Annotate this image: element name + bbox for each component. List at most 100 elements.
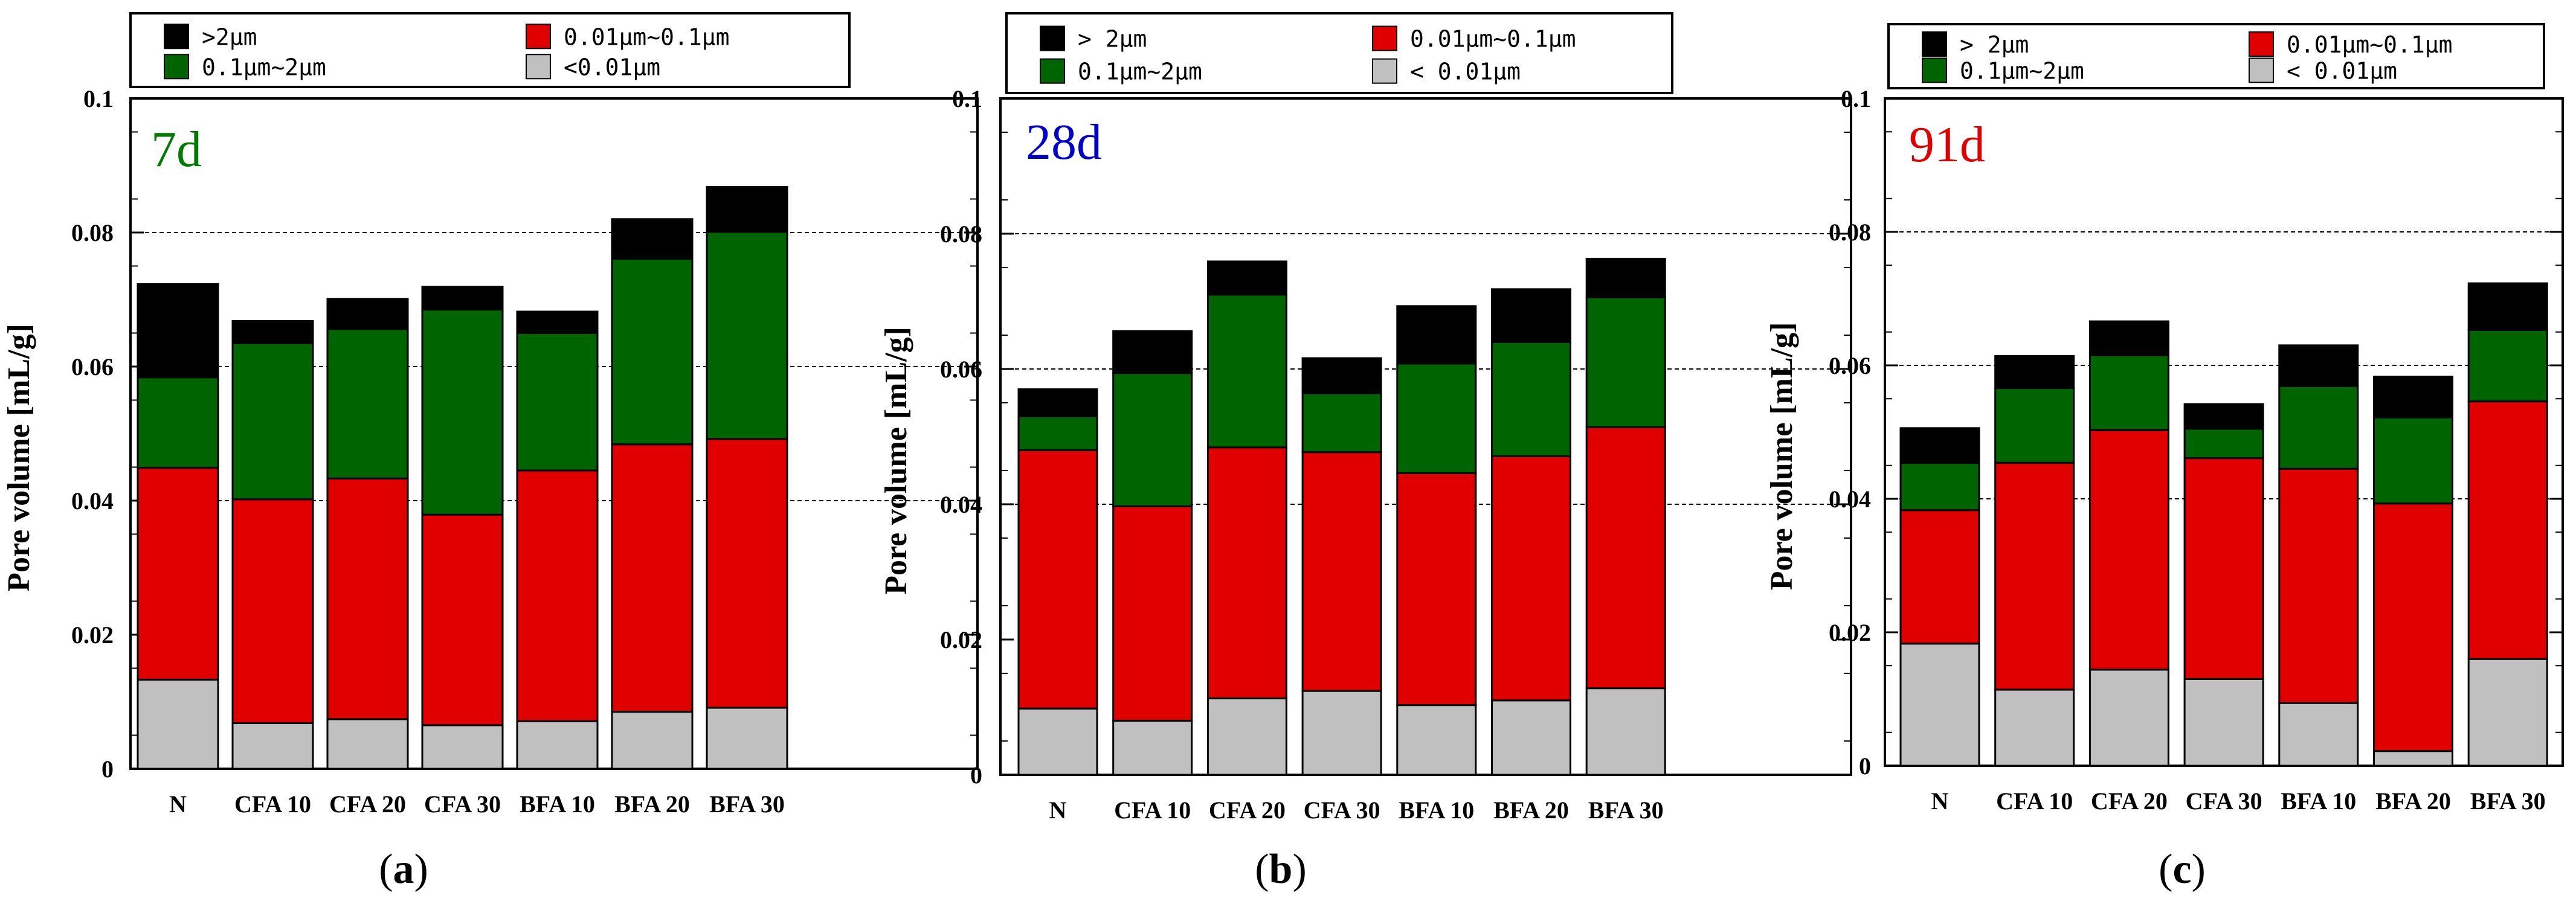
legend-box <box>129 12 851 88</box>
legend-label: >2μm <box>202 24 257 50</box>
bar-segment <box>1491 341 1571 457</box>
x-tick-label: BFA 30 <box>709 791 785 818</box>
bar-segment <box>1301 357 1382 394</box>
bar-segment <box>2373 416 2453 505</box>
bar-segment <box>1585 426 1666 690</box>
bar-segment <box>1396 704 1477 776</box>
bar-segment <box>706 231 788 440</box>
bar-segment <box>1994 387 2075 464</box>
bar-segment <box>326 477 409 720</box>
bar-segment <box>1017 388 1098 417</box>
bar-segment <box>2373 376 2453 419</box>
y-axis-label: Pore volume [mL/g] <box>879 327 913 595</box>
y-tick-label: 0.06 <box>1829 352 1871 379</box>
bar-segment <box>2088 669 2169 767</box>
bar-segment <box>1994 688 2075 767</box>
y-tick-label: 0.08 <box>940 220 982 248</box>
x-tick-label: CFA 30 <box>424 791 501 818</box>
bar-segment <box>1206 697 1287 776</box>
bar-segment <box>1112 330 1193 374</box>
legend-swatch <box>1040 25 1065 51</box>
bar-segment <box>137 678 219 770</box>
y-tick-label: 0.02 <box>940 626 982 653</box>
panel-a: 0 0.02 0.04 0.06 0.08 0.1 Pore volume [mL/g] N C… <box>2 12 979 893</box>
y-tick-label: 0 <box>970 762 982 789</box>
x-tick-label: N <box>1049 797 1067 824</box>
x-tick-label: BFA 10 <box>520 791 595 818</box>
bar-segment <box>516 332 599 472</box>
y-tick-label: 0.04 <box>71 487 114 515</box>
legend-label: 0.01μm~0.1μm <box>564 24 730 50</box>
legend-box <box>1005 12 1673 94</box>
legend-swatch <box>1922 31 1947 57</box>
bar-segment <box>2373 502 2453 752</box>
bar-segment <box>1585 296 1666 428</box>
bar-segment <box>1491 288 1571 343</box>
legend-label: > 2μm <box>1078 26 1147 53</box>
x-tick-label: BFA 20 <box>614 791 690 818</box>
legend-label: < 0.01μm <box>2287 57 2397 84</box>
bar-segment <box>2183 428 2264 460</box>
legend-swatch <box>526 24 551 50</box>
y-tick-label: 0.02 <box>71 621 114 649</box>
bar-segment <box>1899 461 1980 512</box>
bar-segment <box>2278 702 2359 767</box>
y-tick-label: 0.08 <box>1829 219 1871 246</box>
age-label: 7d <box>151 121 202 178</box>
bar-segment <box>2183 403 2264 430</box>
bar-segment <box>611 257 694 446</box>
bar-segment <box>706 438 788 709</box>
legend-swatch <box>1372 58 1397 84</box>
x-tick-label: CFA 20 <box>329 791 406 818</box>
legend-label: 0.01μm~0.1μm <box>1410 26 1576 53</box>
bar-segment <box>1899 427 1980 464</box>
bar-segment <box>231 722 314 770</box>
y-tick-label: 0 <box>1859 752 1871 780</box>
x-tick-label: CFA 10 <box>1114 797 1191 824</box>
bar-segment <box>231 498 314 725</box>
x-tick-label: BFA 10 <box>2281 787 2356 815</box>
x-tick-label: N <box>169 791 187 818</box>
bar-segment <box>1206 446 1287 699</box>
y-tick-label: 0.06 <box>71 353 114 380</box>
panel-b: 0 0.02 0.04 0.06 0.08 0.1 Pore volume [mL/g] N C… <box>879 12 1852 893</box>
bar-segment <box>2278 344 2359 387</box>
bar-segment <box>137 283 219 379</box>
bar-segment <box>326 298 409 330</box>
x-tick-label: CFA 30 <box>1304 797 1380 824</box>
y-tick-label: 0.02 <box>1829 619 1871 646</box>
y-tick-label: 0.1 <box>952 85 982 112</box>
bar-segment <box>1491 699 1571 776</box>
legend-swatch <box>1922 57 1947 83</box>
bar-segment <box>516 310 599 334</box>
bar-segment <box>421 286 504 311</box>
x-tick-label: BFA 20 <box>1493 797 1569 824</box>
panel-c: 0 0.02 0.04 0.06 0.08 0.1 Pore volume [mL/g] N C… <box>1765 23 2564 893</box>
x-tick-label: CFA 20 <box>1209 797 1286 824</box>
bar-segment <box>1301 392 1382 454</box>
legend-swatch <box>1372 25 1397 51</box>
y-tick-label: 0.1 <box>83 85 114 112</box>
bar-segment <box>1899 509 1980 645</box>
bar-segment <box>2183 457 2264 680</box>
bar-segment <box>2278 385 2359 470</box>
bar-segment <box>2088 354 2169 431</box>
bar-segment <box>421 513 504 726</box>
y-axis-label: Pore volume [mL/g] <box>1765 322 1799 591</box>
bar-segment <box>2373 750 2453 767</box>
legend-label: <0.01μm <box>564 54 660 80</box>
bar-segment <box>421 309 504 516</box>
bar-segment <box>1017 449 1098 710</box>
bar-segment <box>1899 643 1980 767</box>
bar-segment <box>2088 429 2169 671</box>
bar-segment <box>611 711 694 770</box>
legend-swatch <box>1040 58 1065 84</box>
legend-label: 0.1μm~2μm <box>1960 57 2084 84</box>
age-label: 28d <box>1026 114 1102 170</box>
x-tick-label: BFA 30 <box>2470 787 2546 815</box>
bar-segment <box>1112 719 1193 776</box>
legend-swatch <box>526 54 551 80</box>
bar-segment <box>2467 329 2548 403</box>
age-label: 91d <box>1909 117 1985 173</box>
x-tick-label: CFA 10 <box>234 791 311 818</box>
